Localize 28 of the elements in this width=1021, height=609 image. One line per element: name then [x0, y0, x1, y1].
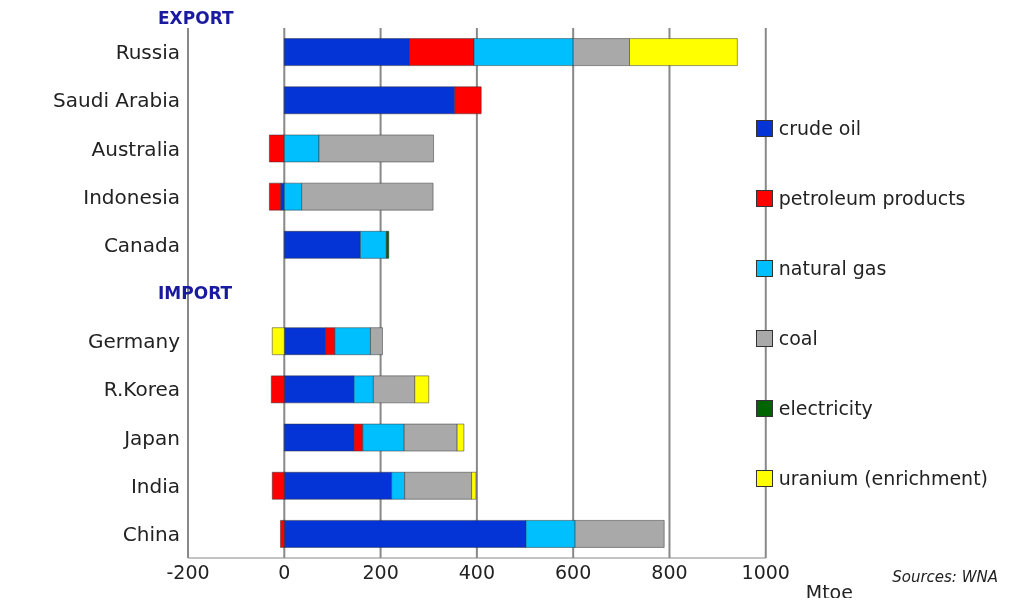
x-tick-label: 600 [555, 561, 592, 584]
y-tick-label: India [130, 473, 180, 498]
annotation: EXPORT [158, 8, 234, 28]
legend-label: uranium (enrichment) [778, 467, 988, 489]
y-tick-label: R.Korea [103, 377, 180, 402]
x-tick-label: -200 [166, 561, 210, 584]
x-tick-label: 400 [458, 561, 496, 584]
y-tick-label: China [122, 522, 180, 547]
y-tick-label: Indonesia [83, 184, 180, 209]
y-tick-label: Russia [115, 40, 180, 65]
legend-label: natural gas [778, 257, 887, 279]
y-tick-label: Japan [122, 425, 180, 450]
legend-label: crude oil [778, 117, 862, 139]
x-tick-label: 200 [362, 561, 399, 584]
y-tick-label: Saudi Arabia [53, 88, 180, 113]
x-tick-label: 1000 [741, 561, 790, 584]
y-tick-label: Canada [103, 232, 180, 257]
x-tick-label: 800 [651, 561, 688, 584]
x-tick-label: 0 [278, 561, 291, 584]
legend-label: electricity [778, 397, 873, 419]
legend-label: petroleum products [778, 187, 966, 209]
legend-label: coal [778, 327, 818, 349]
source-note: Sources: WNA [892, 568, 998, 586]
y-tick-label: Germany [88, 329, 181, 354]
bar [269, 182, 281, 211]
annotation: IMPORT [158, 283, 233, 303]
x-axis-title: Mtoe [805, 580, 853, 603]
y-tick-label: Australia [91, 136, 180, 161]
